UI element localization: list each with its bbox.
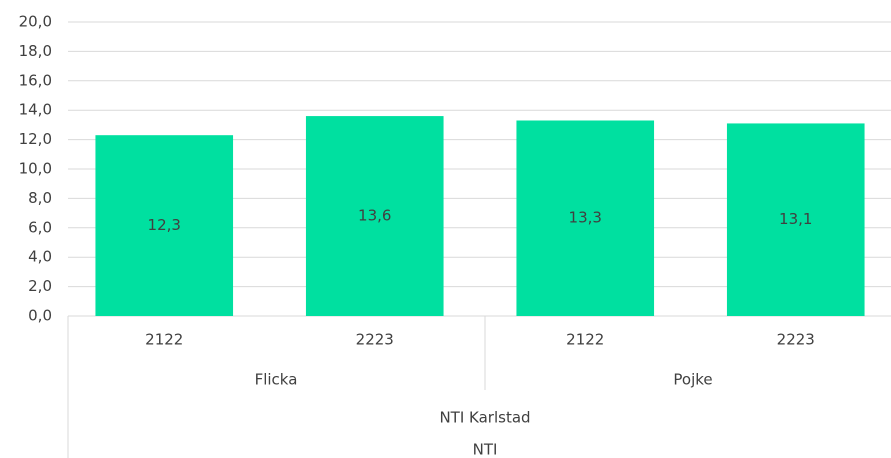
group-label: NTI Karlstad — [439, 409, 530, 427]
y-tick-label: 6,0 — [28, 218, 52, 236]
group-label: Flicka — [255, 371, 298, 389]
x-tick-label: 2122 — [145, 331, 183, 349]
group-label: Pojke — [673, 371, 712, 389]
x-tick-label: 2223 — [356, 331, 394, 349]
y-tick-label: 18,0 — [19, 42, 52, 60]
bar — [95, 135, 234, 316]
x-tick-label: 2122 — [566, 331, 604, 349]
y-tick-label: 10,0 — [19, 160, 52, 178]
x-tick-label: 2223 — [777, 331, 815, 349]
data-label: 13,1 — [779, 210, 812, 228]
y-tick-label: 2,0 — [28, 277, 52, 295]
y-tick-label: 8,0 — [28, 189, 52, 207]
data-label: 13,3 — [569, 209, 602, 227]
y-tick-label: 14,0 — [19, 101, 52, 119]
y-tick-label: 4,0 — [28, 248, 52, 266]
y-tick-label: 16,0 — [19, 71, 52, 89]
y-tick-label: 0,0 — [28, 307, 52, 325]
group-label: NTI — [473, 441, 498, 458]
y-tick-label: 12,0 — [19, 130, 52, 148]
data-label: 13,6 — [358, 207, 391, 225]
data-label: 12,3 — [148, 216, 181, 234]
bar — [726, 123, 865, 317]
bar — [516, 120, 655, 317]
y-tick-label: 20,0 — [19, 13, 52, 31]
bar — [305, 116, 444, 316]
